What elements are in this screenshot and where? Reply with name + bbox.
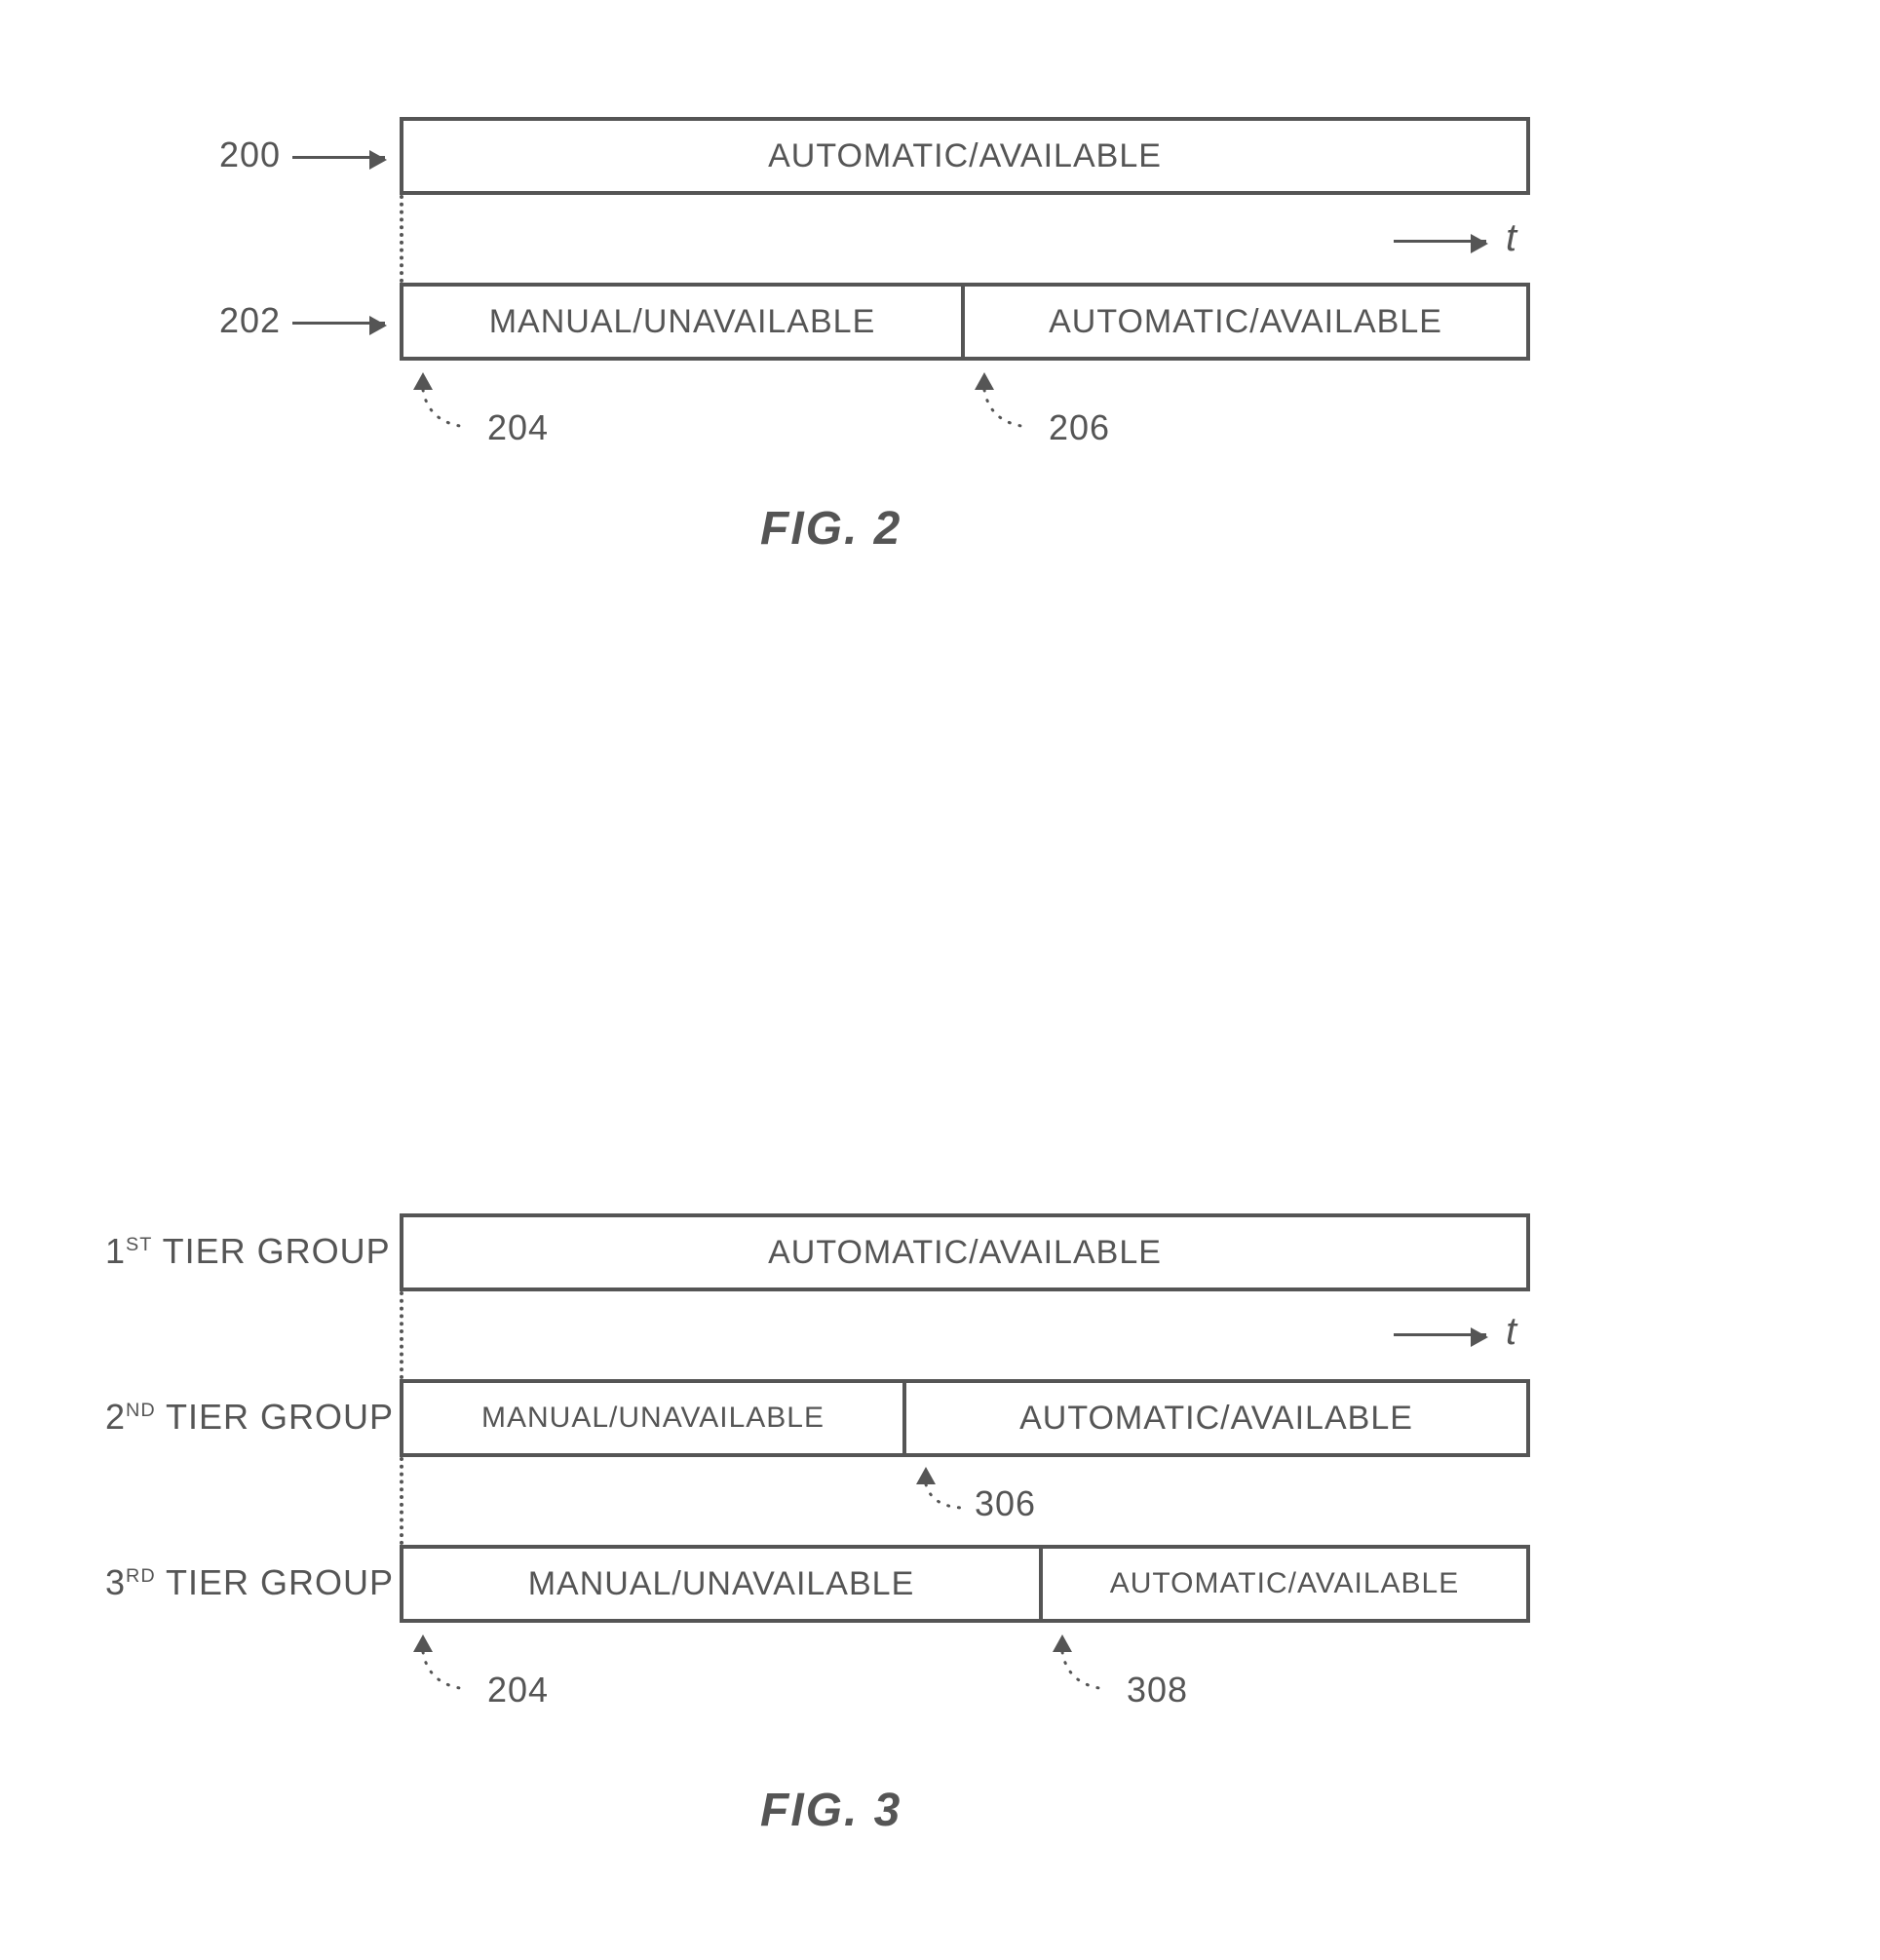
arrowhead-204-fig3 — [413, 1634, 433, 1652]
fig2-t-label: t — [1506, 216, 1516, 260]
fig3-row3-label: 3RD TIER GROUP — [105, 1562, 394, 1603]
arrow-202 — [292, 322, 385, 325]
ref-202-label: 202 — [219, 300, 281, 341]
fig3-row2-bar-manual: MANUAL/UNAVAILABLE — [400, 1379, 906, 1457]
diagram-canvas: 200 AUTOMATIC/AVAILABLE t 202 MANUAL/UNA… — [0, 0, 1880, 1960]
arrowhead-308 — [1053, 1634, 1072, 1652]
fig3-row2-label: 2ND TIER GROUP — [105, 1397, 394, 1438]
fig2-row2-bar-auto: AUTOMATIC/AVAILABLE — [961, 283, 1530, 361]
arrowhead-206 — [975, 372, 994, 390]
arrowhead-306 — [916, 1467, 936, 1484]
arrow-200 — [292, 156, 385, 159]
fig2-row2-manual-text: MANUAL/UNAVAILABLE — [489, 303, 876, 341]
fig3-row1-text: AUTOMATIC/AVAILABLE — [768, 1234, 1162, 1272]
fig2-row2-bar-manual: MANUAL/UNAVAILABLE — [400, 283, 965, 361]
fig3-dashed-2 — [400, 1457, 403, 1545]
ref-306-label: 306 — [975, 1483, 1036, 1524]
fig3-row3-bar-auto: AUTOMATIC/AVAILABLE — [1039, 1545, 1530, 1623]
fig3-caption: FIG. 3 — [760, 1784, 902, 1837]
fig2-row1-text: AUTOMATIC/AVAILABLE — [768, 137, 1162, 175]
fig3-row3-auto-text: AUTOMATIC/AVAILABLE — [1110, 1567, 1460, 1600]
ref-200-label: 200 — [219, 135, 281, 175]
ref-206-label: 206 — [1049, 407, 1110, 448]
fig2-t-arrow — [1394, 240, 1486, 243]
fig3-row2-bar-auto: AUTOMATIC/AVAILABLE — [902, 1379, 1530, 1457]
fig2-row2-auto-text: AUTOMATIC/AVAILABLE — [1049, 303, 1442, 341]
fig3-row3-bar-manual: MANUAL/UNAVAILABLE — [400, 1545, 1043, 1623]
fig3-t-arrow — [1394, 1333, 1486, 1336]
ref-204-label-fig2: 204 — [487, 407, 549, 448]
ref-308-label: 308 — [1127, 1670, 1188, 1710]
fig3-row3-manual-text: MANUAL/UNAVAILABLE — [528, 1565, 915, 1603]
fig3-row1-label: 1ST TIER GROUP — [105, 1231, 391, 1272]
fig3-t-label: t — [1506, 1310, 1516, 1354]
fig2-caption: FIG. 2 — [760, 502, 902, 556]
fig2-dashed-left — [400, 195, 403, 283]
fig3-dashed-1 — [400, 1291, 403, 1379]
fig3-row1-bar: AUTOMATIC/AVAILABLE — [400, 1213, 1530, 1291]
fig3-row2-auto-text: AUTOMATIC/AVAILABLE — [1019, 1400, 1413, 1438]
fig3-row2-manual-text: MANUAL/UNAVAILABLE — [481, 1402, 825, 1435]
arrowhead-204 — [413, 372, 433, 390]
ref-204-label-fig3: 204 — [487, 1670, 549, 1710]
fig2-row1-bar: AUTOMATIC/AVAILABLE — [400, 117, 1530, 195]
